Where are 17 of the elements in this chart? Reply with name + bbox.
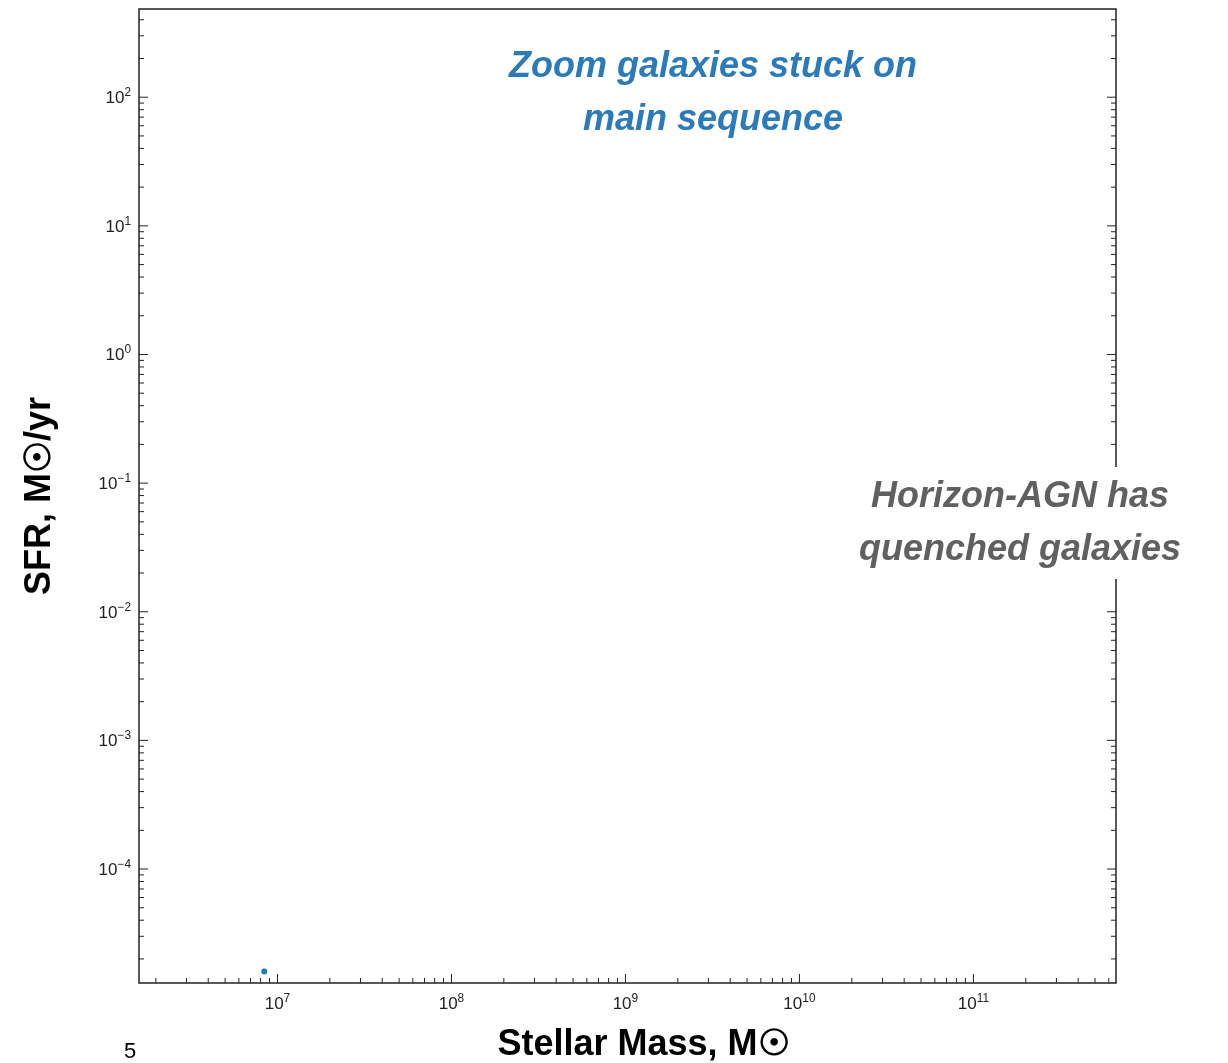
y-tick-label: 10$^{1}$ [105, 213, 132, 236]
y-tick-label: 10$^{−1}$ [98, 471, 132, 494]
y-tick-label: 10$^{0}$ [105, 342, 132, 365]
x-tick-label: 10$^{10}$ [783, 991, 816, 1013]
text: 5 [123, 1038, 137, 1063]
x-tick-label: 10$^{8}$ [438, 991, 465, 1013]
x-tick-label: 10$^{7}$ [264, 991, 291, 1013]
x-tick-label: 10$^{9}$ [612, 991, 639, 1013]
annotation: Horizon-AGN has quenched galaxies [858, 474, 1182, 568]
annotation: Zoom galaxies stuck on main sequence [507, 44, 918, 138]
y-tick-label: 10$^{2}$ [105, 85, 132, 108]
x-axis-title: Stellar Mass, M☉ [497, 1022, 790, 1063]
y-tick-label: 10$^{−4}$ [98, 857, 132, 880]
x-tick-label: 10$^{11}$ [957, 991, 990, 1013]
y-axis-title: SFR, M☉/yr [17, 396, 58, 596]
y-tick-label: 10$^{−2}$ [98, 599, 132, 622]
y-tick-label: 10$^{−3}$ [98, 728, 132, 751]
